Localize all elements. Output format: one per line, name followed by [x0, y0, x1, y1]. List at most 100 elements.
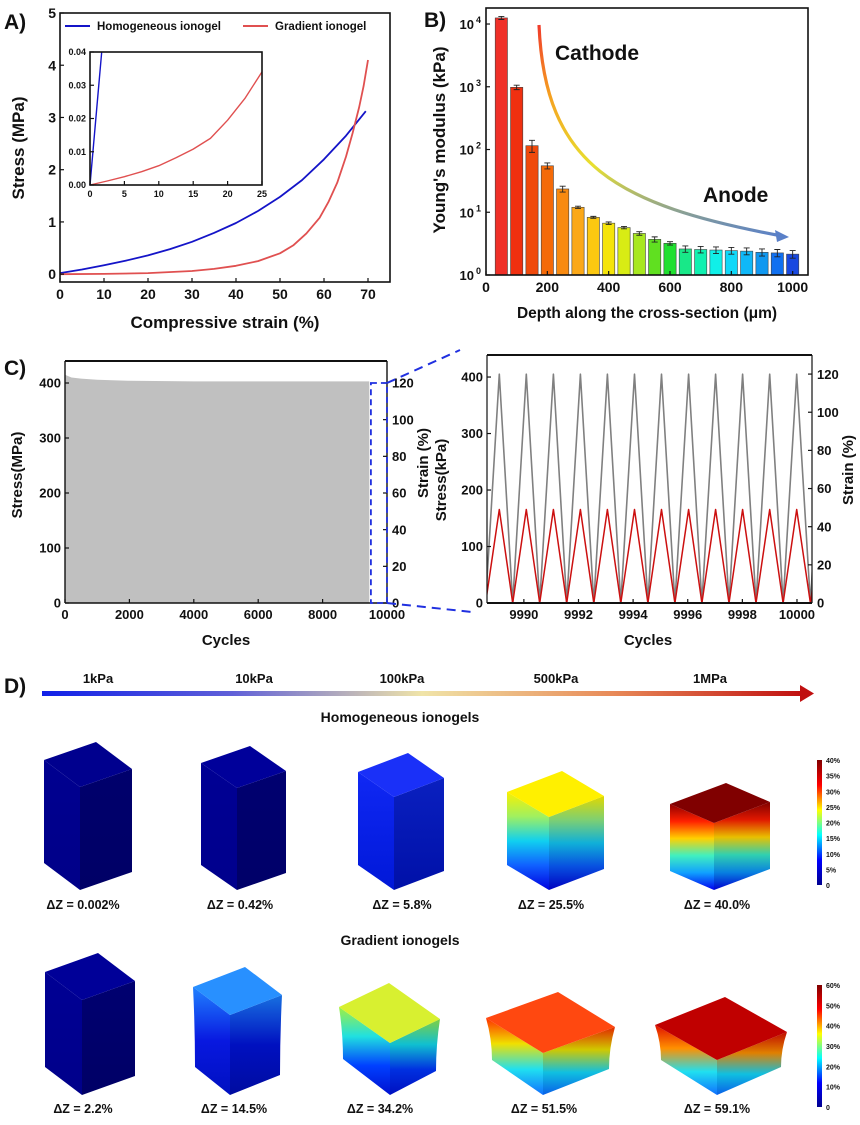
zoom-connector-top	[386, 349, 461, 384]
colorbar-tick-label: 5%	[826, 867, 837, 874]
deformation-label: ΔZ = 0.002%	[46, 898, 119, 912]
y-axis-tick-exponent: 1	[476, 203, 481, 213]
deformation-label: ΔZ = 51.5%	[511, 1102, 577, 1116]
error-bar	[544, 162, 551, 170]
block-right-face	[394, 778, 444, 890]
y-tick-base: 10	[460, 80, 474, 95]
block-top-face	[201, 746, 286, 788]
y-axis-tick-label: 200	[39, 486, 61, 501]
deformation-label: ΔZ = 2.2%	[53, 1102, 112, 1116]
colorbar-tick-label: 0	[826, 1105, 830, 1112]
block-right-face	[230, 995, 282, 1095]
y-axis-title: Stress(MPa)	[9, 432, 26, 519]
inset-y-axis-tick-label: 0.04	[68, 47, 86, 57]
y2-axis-tick-label: 120	[392, 376, 414, 391]
inset-background	[90, 52, 262, 185]
error-bar	[559, 185, 566, 193]
error-bar	[697, 246, 704, 254]
deformed-block	[670, 783, 770, 890]
x-axis-tick-label: 0	[56, 286, 64, 302]
inset-x-axis-tick-label: 0	[87, 189, 92, 199]
cathode-to-anode-arrow	[537, 24, 783, 238]
deformed-block	[358, 753, 444, 890]
y2-axis-tick-label: 40	[817, 519, 831, 534]
panel-label-d: D)	[4, 675, 26, 698]
y-axis-tick-label: 200	[461, 483, 483, 498]
deformed-block	[193, 967, 282, 1095]
x-axis-tick-label: 0	[61, 607, 68, 622]
block-left-face	[201, 763, 237, 890]
y-axis-tick-exponent: 2	[476, 141, 481, 151]
anode-label: Anode	[703, 184, 768, 207]
inset-series-line-homogeneous	[89, 51, 103, 186]
y2-axis-title: Strain (%)	[840, 435, 857, 505]
inset-y-axis-tick-label: 0.02	[68, 114, 86, 124]
stress-area	[65, 374, 370, 603]
block-left-face	[45, 972, 82, 1095]
block-top-face	[193, 967, 282, 1015]
error-bar	[789, 250, 796, 259]
error-bar	[667, 241, 673, 246]
x-axis-title: Compressive strain (%)	[131, 313, 320, 332]
bar	[494, 17, 508, 276]
error-bar	[513, 84, 520, 91]
series-line-stress	[487, 373, 812, 603]
y-axis-tick-label: 100	[461, 539, 483, 554]
y-axis-title: Stress(kPa)	[433, 439, 450, 522]
bar	[678, 248, 692, 276]
y-axis-tick-label: 400	[39, 376, 61, 391]
block-top-face	[507, 771, 604, 817]
block-top-face	[339, 983, 440, 1043]
colorbar-tick-label: 35%	[826, 774, 841, 781]
y-axis-tick-label: 2	[48, 162, 56, 178]
plot-area	[485, 7, 809, 276]
x-axis-tick-label: 60	[316, 286, 332, 302]
y2-axis-tick-label: 20	[817, 558, 831, 573]
y-axis-tick-label: 10	[460, 205, 474, 220]
block-left-face	[193, 987, 230, 1095]
x-axis-tick-label: 400	[597, 279, 621, 295]
deformed-block	[486, 992, 615, 1095]
y2-axis-tick-label: 80	[392, 449, 406, 464]
block-left-face	[507, 792, 549, 890]
panel-label-c: C)	[4, 357, 26, 380]
x-axis-tick-label: 8000	[308, 607, 337, 622]
bar	[525, 145, 539, 276]
block-right-face	[549, 796, 604, 890]
panel-d-simulation-diagram: 1kPa 10kPa 100kPa 500kPa 1MPa Homogeneous ion…	[42, 671, 841, 1116]
block-right-face	[717, 1032, 787, 1095]
colorbar-tick-label: 10%	[826, 1085, 841, 1092]
x-axis-tick-label: 50	[272, 286, 288, 302]
bar	[571, 206, 585, 276]
colorbar-tick-label: 50%	[826, 1003, 841, 1010]
y-axis-tick-label: 100	[39, 541, 61, 556]
block-left-face	[358, 772, 394, 890]
block-top-face	[655, 997, 787, 1060]
deformed-block	[339, 983, 440, 1095]
bar	[602, 222, 616, 276]
y-tick-base: 10	[460, 17, 474, 32]
error-bar	[682, 245, 689, 253]
y-axis-tick-label: 1	[48, 214, 56, 230]
colorbar-tick-label: 30%	[826, 789, 841, 796]
zoomed-series	[487, 373, 812, 603]
row-gradient: Gradient ionogels ΔZ = 2.2% ΔZ = 14.5% ΔZ =…	[45, 932, 841, 1116]
colorbar-tick-label: 40%	[826, 1024, 841, 1031]
modulus-scale-label: 100kPa	[380, 671, 426, 686]
legend-label-homogeneous: Homogeneous ionogel	[97, 21, 221, 33]
y2-axis-tick-label: 20	[392, 559, 406, 574]
y-axis-tick-exponent: 0	[476, 266, 481, 276]
modulus-scale-label: 10kPa	[235, 671, 273, 686]
x-axis-title: Depth along the cross-section (μm)	[517, 305, 777, 322]
x-axis-tick-label: 20	[140, 286, 156, 302]
x-axis-tick-label: 600	[658, 279, 682, 295]
y2-axis-tick-label: 60	[817, 481, 831, 496]
y-tick-base: 10	[460, 143, 474, 158]
series-line-gradient	[59, 59, 369, 276]
deformation-label: ΔZ = 5.8%	[372, 898, 431, 912]
modulus-scale-label: 500kPa	[534, 671, 580, 686]
y-axis-title: Young's modulus (kPa)	[430, 47, 449, 234]
colorbar-tick-label: 10%	[826, 852, 841, 859]
y-axis-tick-label: 10	[460, 17, 474, 32]
cathode-label: Cathode	[555, 42, 639, 65]
